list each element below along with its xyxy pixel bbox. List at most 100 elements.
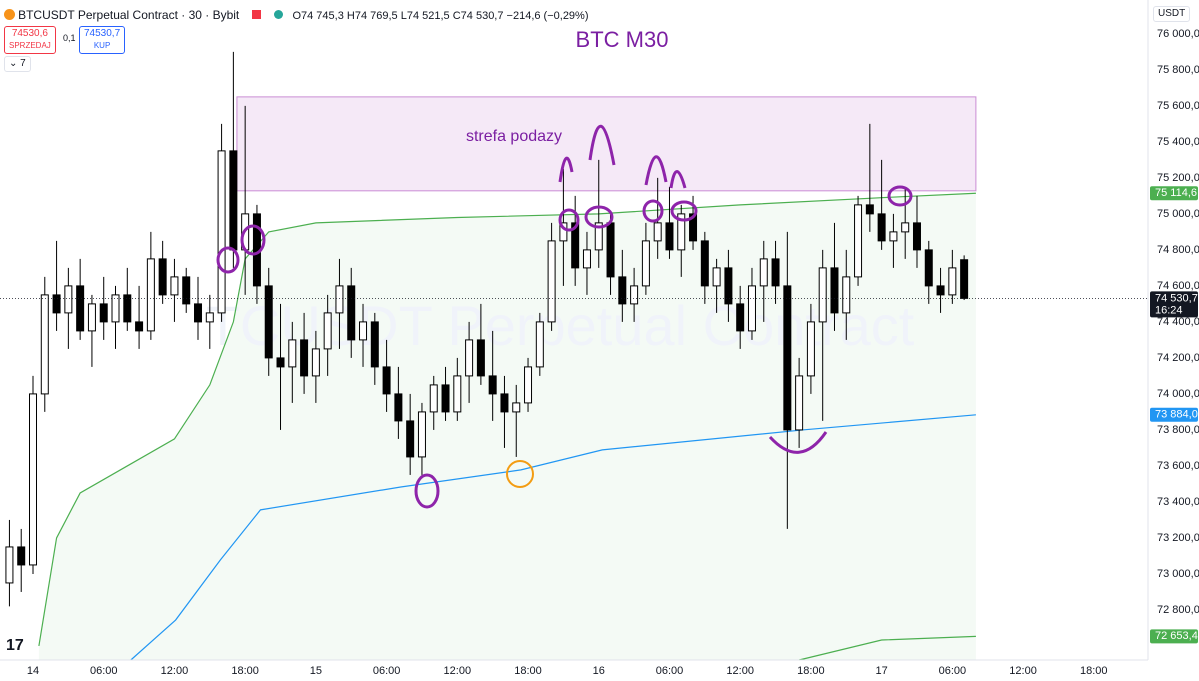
candle-body: [311, 348, 320, 377]
candle-body: [795, 375, 804, 431]
y-tick-label: 74 600,0: [1157, 280, 1199, 292]
buy-button[interactable]: 74530,7 KUP: [79, 26, 126, 54]
y-tick-label: 73 400,0: [1157, 496, 1199, 508]
candle-body: [359, 321, 368, 341]
candle-body: [17, 546, 26, 566]
y-tick-label: 74 400,0: [1157, 316, 1199, 328]
candle-body: [288, 339, 297, 368]
candle-body: [158, 258, 167, 296]
candle-body: [582, 249, 591, 269]
x-tick-label: 12:00: [1009, 665, 1037, 677]
candle-body: [29, 393, 38, 566]
indicators-toggle[interactable]: ⌄ 7: [4, 56, 31, 72]
candle-body: [347, 285, 356, 341]
sell-button[interactable]: 74530,6 SPRZEDAJ: [4, 26, 56, 54]
y-tick-label: 75 000,0: [1157, 208, 1199, 220]
x-tick-label: 12:00: [726, 665, 754, 677]
sell-price: 74530,6: [11, 28, 48, 39]
candle-body: [323, 312, 332, 350]
price-tag-time: 16:24: [1155, 304, 1183, 316]
buy-label: KUP: [93, 41, 111, 50]
candle-body: [217, 150, 226, 314]
drawing: [240, 224, 266, 256]
ohlc-high: H74 769,5: [346, 10, 398, 22]
y-tick-label: 75 800,0: [1157, 64, 1199, 76]
x-tick-label: 12:00: [444, 665, 472, 677]
candle-body: [653, 222, 662, 242]
band-line: [130, 414, 976, 661]
candle-body: [76, 285, 85, 332]
candle-body: [64, 285, 73, 314]
candle-body: [865, 204, 874, 215]
candle-body: [630, 285, 639, 305]
price-tag-label: 75 114,6: [1155, 187, 1197, 199]
x-tick-label: 17: [876, 665, 888, 677]
candle-body: [111, 294, 120, 323]
candle-body: [677, 213, 686, 251]
drawing: [584, 205, 614, 229]
drawing: [558, 208, 580, 232]
candle-body: [854, 204, 863, 278]
price-tag-label: 73 884,0: [1155, 409, 1198, 421]
candle-body: [818, 267, 827, 323]
x-tick-label: 06:00: [656, 665, 684, 677]
candle-body: [229, 150, 238, 251]
x-tick-label: 18:00: [514, 665, 542, 677]
x-tick-label: 18:00: [797, 665, 825, 677]
y-tick-label: 74 000,0: [1157, 388, 1199, 400]
candle-body: [476, 339, 485, 377]
candle-body: [559, 222, 568, 242]
annotation: strefa podazy: [466, 128, 562, 145]
price-tag-label: 74 530,7: [1155, 292, 1198, 304]
candle-body: [830, 267, 839, 314]
price-tag: [1150, 629, 1198, 644]
y-tick-label: 73 200,0: [1157, 532, 1199, 544]
sell-label: SPRZEDAJ: [9, 41, 51, 50]
x-tick-label: 16: [593, 665, 605, 677]
candle-body: [618, 276, 627, 305]
candle-body: [736, 303, 745, 332]
ohlc-low: L74 521,5: [400, 10, 450, 22]
candle-body: [300, 339, 309, 377]
candle-body: [547, 240, 556, 323]
currency-button[interactable]: USDT: [1153, 6, 1191, 22]
y-tick-label: 74 800,0: [1157, 244, 1199, 256]
ohlc-change: −214,6 (−0,29%): [506, 10, 589, 22]
y-tick-label: 73 600,0: [1157, 460, 1199, 472]
x-tick-label: 15: [310, 665, 322, 677]
candle-body: [912, 222, 921, 251]
candle-body: [406, 420, 415, 458]
candle-body: [724, 267, 733, 305]
candle-body: [512, 402, 521, 413]
candle-body: [276, 357, 285, 368]
indicator-count: 7: [20, 58, 26, 69]
candle-body: [901, 222, 910, 233]
candle-body: [641, 240, 650, 287]
candle-body: [877, 213, 886, 242]
x-tick-label: 18:00: [1080, 665, 1108, 677]
candle-body: [135, 321, 144, 332]
candle-body: [87, 303, 96, 332]
candle-body: [665, 222, 674, 251]
candle-body: [606, 222, 615, 278]
y-tick-label: 75 400,0: [1157, 136, 1199, 148]
ohlc-close: C74 530,7: [452, 10, 504, 22]
x-tick-label: 06:00: [939, 665, 967, 677]
price-tag: [1150, 291, 1198, 318]
candle-body: [40, 294, 49, 395]
candle-body: [771, 258, 780, 287]
candle-body: [465, 339, 474, 377]
candle-body: [453, 375, 462, 413]
price-tag-label: 72 653,4: [1155, 630, 1198, 642]
x-tick-label: 06:00: [373, 665, 401, 677]
candle-body: [170, 276, 179, 296]
price-tag: [1150, 186, 1198, 201]
candle-body: [99, 303, 108, 323]
x-tick-label: 06:00: [90, 665, 118, 677]
x-tick-label: 18:00: [231, 665, 259, 677]
y-tick-label: 73 000,0: [1157, 568, 1199, 580]
candle-body: [712, 267, 721, 287]
y-tick-label: 76 000,0: [1157, 28, 1199, 40]
